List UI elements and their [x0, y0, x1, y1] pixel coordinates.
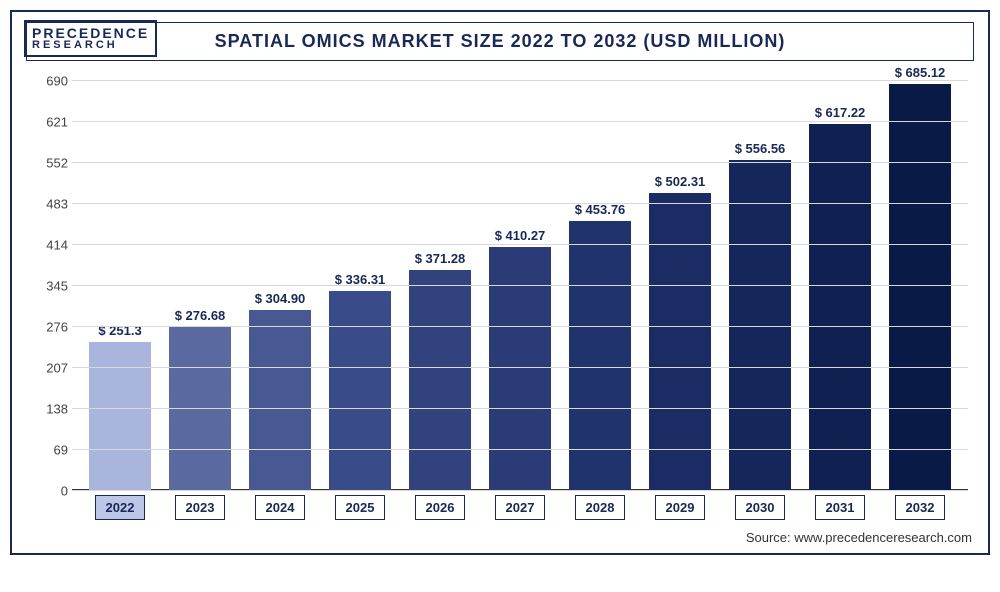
plot-area: $ 251.3 $ 276.68 $ 304.90 $ 336.31 $ 371.28 $… [72, 81, 968, 491]
grid-line [72, 162, 968, 163]
x-tick-wrap: 2022 [80, 495, 160, 520]
y-tick-label: 414 [28, 238, 68, 253]
x-tick-label: 2023 [175, 495, 226, 520]
bar-value-label: $ 251.3 [98, 323, 141, 338]
bar-value-label: $ 304.90 [255, 291, 306, 306]
bar [89, 342, 151, 491]
x-tick-wrap: 2023 [160, 495, 240, 520]
bar [649, 193, 711, 491]
bar-wrap: $ 371.28 [400, 251, 480, 491]
y-tick-label: 345 [28, 279, 68, 294]
bar-wrap: $ 276.68 [160, 308, 240, 491]
bar-value-label: $ 371.28 [415, 251, 466, 266]
bar [809, 124, 871, 491]
grid-line [72, 449, 968, 450]
x-tick-label: 2032 [895, 495, 946, 520]
x-tick-label: 2031 [815, 495, 866, 520]
y-tick-label: 690 [28, 74, 68, 89]
bar [889, 84, 951, 491]
x-tick-label: 2029 [655, 495, 706, 520]
bar-wrap: $ 556.56 [720, 141, 800, 491]
bar-wrap: $ 502.31 [640, 174, 720, 491]
bar-wrap: $ 251.3 [80, 323, 160, 491]
grid-line [72, 121, 968, 122]
x-tick-wrap: 2031 [800, 495, 880, 520]
bar-wrap: $ 617.22 [800, 105, 880, 491]
bar-wrap: $ 304.90 [240, 291, 320, 491]
bar-value-label: $ 276.68 [175, 308, 226, 323]
chart-title: SPATIAL OMICS MARKET SIZE 2022 TO 2032 (… [26, 22, 974, 61]
logo-line1: PRECEDENCE [32, 26, 149, 40]
bar [569, 221, 631, 491]
x-tick-label: 2022 [95, 495, 146, 520]
source-text: Source: www.precedenceresearch.com [12, 520, 988, 553]
x-tick-label: 2024 [255, 495, 306, 520]
x-tick-label: 2027 [495, 495, 546, 520]
y-tick-label: 207 [28, 361, 68, 376]
x-tick-wrap: 2029 [640, 495, 720, 520]
x-tick-wrap: 2028 [560, 495, 640, 520]
grid-line [72, 244, 968, 245]
bar-wrap: $ 410.27 [480, 228, 560, 491]
y-tick-label: 0 [28, 484, 68, 499]
bar-value-label: $ 556.56 [735, 141, 786, 156]
grid-line [72, 285, 968, 286]
x-axis: 2022 2023 2024 2025 2026 2027 2028 2029 2030 2031… [72, 495, 968, 520]
x-tick-wrap: 2032 [880, 495, 960, 520]
x-tick-label: 2025 [335, 495, 386, 520]
x-tick-wrap: 2030 [720, 495, 800, 520]
x-tick-label: 2030 [735, 495, 786, 520]
bars-group: $ 251.3 $ 276.68 $ 304.90 $ 336.31 $ 371.28 $… [72, 81, 968, 491]
grid-line [72, 80, 968, 81]
y-tick-label: 483 [28, 197, 68, 212]
y-tick-label: 552 [28, 156, 68, 171]
x-tick-label: 2026 [415, 495, 466, 520]
y-tick-label: 621 [28, 115, 68, 130]
chart-container: PRECEDENCE RESEARCH SPATIAL OMICS MARKET… [10, 10, 990, 555]
x-tick-wrap: 2025 [320, 495, 400, 520]
logo-line2: RESEARCH [32, 40, 149, 51]
bar-wrap: $ 453.76 [560, 202, 640, 491]
grid-line [72, 326, 968, 327]
bar-value-label: $ 617.22 [815, 105, 866, 120]
bar [329, 291, 391, 491]
bar-value-label: $ 410.27 [495, 228, 546, 243]
bar [489, 247, 551, 491]
grid-line [72, 203, 968, 204]
grid-line [72, 490, 968, 491]
x-tick-wrap: 2027 [480, 495, 560, 520]
bar-wrap: $ 685.12 [880, 65, 960, 491]
bar [409, 270, 471, 491]
bar-value-label: $ 502.31 [655, 174, 706, 189]
brand-logo: PRECEDENCE RESEARCH [24, 20, 157, 57]
x-tick-label: 2028 [575, 495, 626, 520]
bar-value-label: $ 685.12 [895, 65, 946, 80]
x-tick-wrap: 2026 [400, 495, 480, 520]
bar [249, 310, 311, 491]
y-tick-label: 69 [28, 443, 68, 458]
x-tick-wrap: 2024 [240, 495, 320, 520]
bar-value-label: $ 453.76 [575, 202, 626, 217]
bar-wrap: $ 336.31 [320, 272, 400, 491]
y-tick-label: 138 [28, 402, 68, 417]
grid-line [72, 408, 968, 409]
y-tick-label: 276 [28, 320, 68, 335]
grid-line [72, 367, 968, 368]
